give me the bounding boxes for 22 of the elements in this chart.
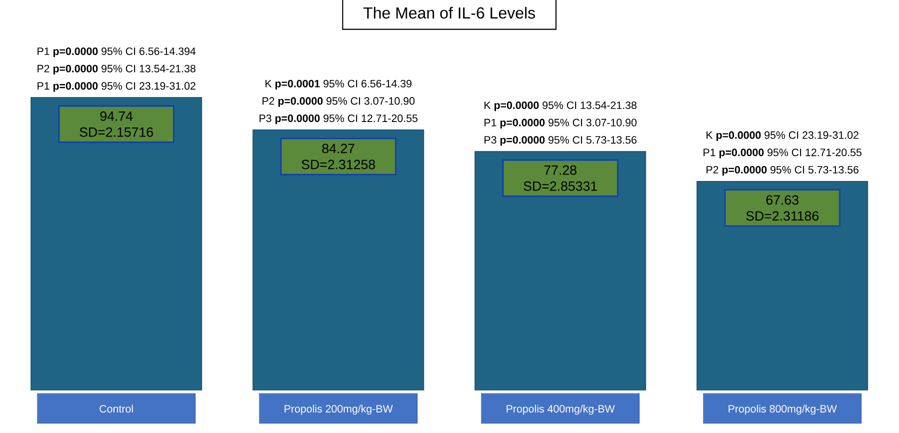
- text: P2 p=0.0000 95% CI 13.54-21.38: [38, 64, 196, 74]
- data-label: 84.27 SD=2.31258: [302, 144, 375, 170]
- text: P1 p=0.0000 95% CI 6.56-14.394: [38, 47, 196, 58]
- data-label: 94.74 SD=2.15716: [80, 111, 153, 137]
- bar: [30, 97, 202, 390]
- x-tick-label: Propolis 400mg/kg-BW: [506, 404, 615, 415]
- annotation: P2 p=0.0000 95% CI 3.07-10.90: [262, 97, 415, 107]
- text: P1 p=0.0000 95% CI 23.19-31.02: [38, 82, 196, 92]
- annotation: K p=0.0000 95% CI 23.19-31.02: [706, 131, 858, 141]
- annotation: P2 p=0.0000 95% CI 5.73-13.56: [706, 166, 858, 176]
- annotation: P3 p=0.0000 95% CI 5.73-13.56: [484, 136, 636, 146]
- annotation: P1 p=0.0000 95% CI 3.07-10.90: [484, 118, 637, 128]
- x-tick-label: Propolis 800mg/kg-BW: [728, 404, 837, 415]
- x-tick-label: Control: [100, 404, 133, 413]
- annotation: P1 p=0.0000 95% CI 12.71-20.55: [704, 148, 862, 158]
- x-tick-label: Propolis 200mg/kg-BW: [284, 404, 393, 415]
- data-label: 67.63 SD=2.31186: [746, 195, 819, 221]
- annotation: P3 p=0.0000 95% CI 12.71-20.55: [260, 114, 418, 124]
- annotation: K p=0.0000 95% CI 13.54-21.38: [484, 101, 636, 112]
- chart-title: The Mean of IL-6 Levels: [363, 6, 536, 19]
- text: K p=0.0001 95% CI 6.56-14.39: [266, 80, 412, 90]
- data-label: 77.28 SD=2.85331: [524, 165, 597, 191]
